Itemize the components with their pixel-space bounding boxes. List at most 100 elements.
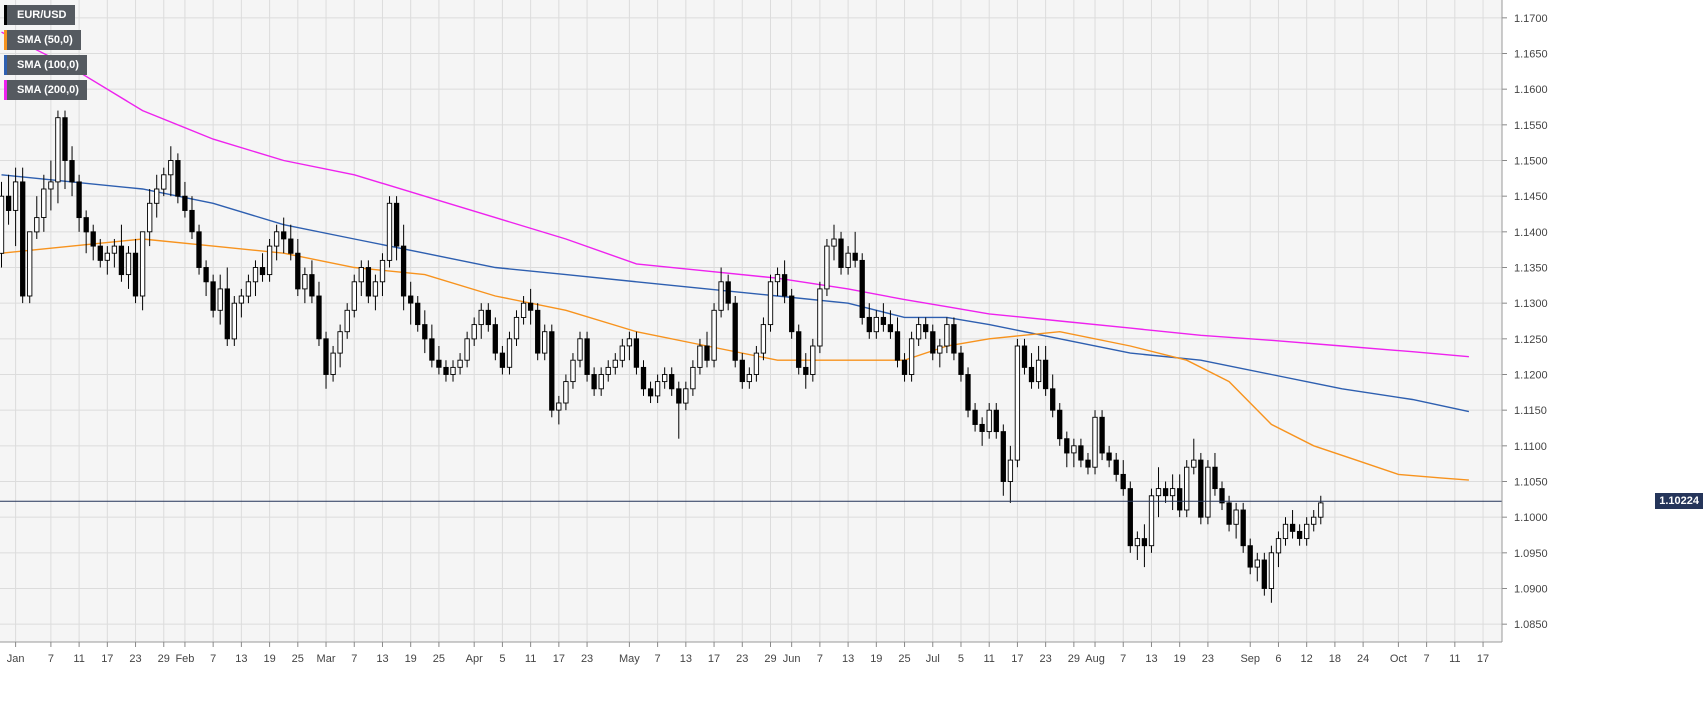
candle-body-up (464, 338, 470, 361)
candle (612, 353, 618, 375)
candle (1007, 445, 1014, 503)
candle-body-down (1198, 459, 1204, 518)
candle (295, 238, 301, 297)
candle (944, 317, 950, 354)
candle-body-up (245, 281, 252, 297)
candle-body-up (831, 238, 837, 247)
candle (591, 367, 597, 396)
x-tick-label: 25 (898, 653, 910, 665)
candle-body-up (351, 281, 357, 311)
candle-body-up (344, 309, 350, 333)
candle-body-up (810, 345, 816, 375)
candle (83, 210, 89, 254)
candle-body-up (683, 388, 689, 404)
candle-body-up (457, 359, 463, 368)
x-tick-label: 11 (983, 653, 994, 665)
candle (993, 403, 999, 439)
candle-body-up (1169, 488, 1176, 497)
candle-body-down (20, 181, 26, 297)
candle-body-down (182, 195, 188, 211)
candle-body-down (725, 281, 731, 304)
x-tick-label: Jan (7, 653, 25, 665)
candle (915, 317, 922, 346)
candles-layer (0, 110, 1324, 603)
x-tick-label: 11 (73, 653, 84, 665)
candle-body-down (972, 409, 978, 425)
candle-body-down (887, 324, 894, 333)
y-tick-label: 1.0900 (1514, 584, 1548, 596)
candle-body-down (281, 231, 287, 240)
candle-body-down (781, 274, 788, 297)
candle (457, 353, 463, 375)
candle-body-up (139, 231, 146, 297)
candle-body-down (203, 267, 209, 283)
candle-body-up (55, 117, 61, 183)
x-tick-label: 23 (1202, 653, 1214, 665)
candle (41, 174, 47, 232)
candle (302, 267, 308, 304)
y-tick-label: 1.1400 (1514, 227, 1548, 239)
candle (577, 331, 583, 368)
candle-body-down (732, 302, 738, 361)
candle-body-down (803, 366, 809, 375)
candle-body-down (1042, 359, 1049, 390)
candle-body-down (1085, 459, 1091, 468)
candle (1198, 452, 1204, 525)
candle (704, 331, 710, 368)
candle-body-up (1155, 488, 1162, 497)
candle-body-down (97, 245, 103, 261)
x-tick-label: 23 (129, 653, 141, 665)
candle (760, 317, 767, 361)
x-tick-label: 11 (525, 653, 536, 665)
candle-body-down (979, 423, 985, 432)
candle (570, 353, 576, 389)
candle (182, 181, 188, 218)
candle (238, 288, 245, 318)
candle-body-down (62, 117, 68, 161)
candle-body-down (852, 252, 858, 261)
candle (450, 360, 456, 382)
candle-body-up (711, 309, 717, 361)
y-tick-label: 1.0850 (1514, 619, 1548, 631)
candle (711, 303, 717, 368)
candle (104, 246, 110, 275)
candle (379, 253, 386, 297)
candle-body-up (1014, 345, 1021, 461)
candle (803, 353, 809, 389)
candle (443, 360, 449, 382)
candle (887, 310, 894, 339)
x-tick-label: 7 (210, 653, 216, 665)
candle-body-down (295, 252, 301, 290)
candle (330, 345, 336, 382)
x-tick-label: 5 (499, 653, 505, 665)
candle (20, 167, 26, 304)
candle (781, 260, 788, 304)
candle-body-down (965, 374, 971, 411)
candle-body-up (1035, 359, 1042, 383)
candle-body-down (175, 160, 181, 197)
candle (429, 324, 435, 368)
candle (979, 417, 985, 446)
y-tick-label: 1.1250 (1514, 334, 1548, 346)
x-tick-label: 19 (405, 653, 417, 665)
candle (1318, 495, 1324, 525)
x-tick-label: 7 (1424, 653, 1430, 665)
candle-body-up (774, 274, 781, 283)
x-tick-label: 19 (870, 653, 882, 665)
candle (1148, 488, 1155, 553)
candle (951, 317, 957, 361)
candle-body-down (584, 338, 590, 375)
candle (1141, 524, 1148, 568)
candle-body-up (168, 160, 174, 176)
candle-body-up (753, 352, 760, 375)
candle-body-up (478, 309, 484, 326)
candle (654, 374, 661, 404)
candle (866, 303, 872, 339)
candle-body-up (337, 331, 343, 354)
candle-body-up (513, 316, 520, 340)
candle (1155, 467, 1162, 518)
candle (824, 238, 830, 297)
candle (1275, 531, 1282, 568)
candle (154, 174, 160, 218)
